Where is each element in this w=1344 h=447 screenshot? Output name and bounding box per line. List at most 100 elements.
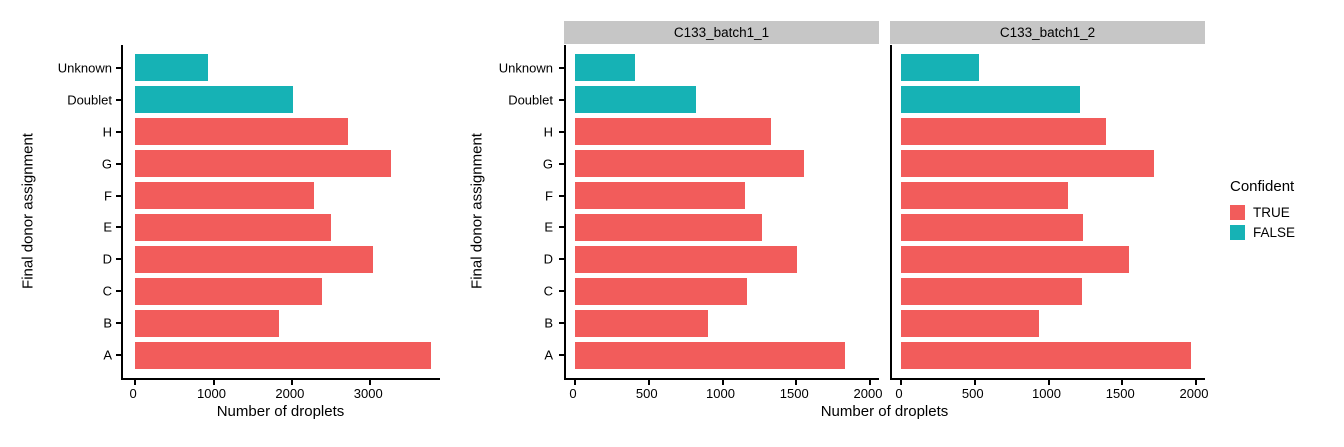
left-panel: 0 1000 2000 3000 bbox=[116, 45, 440, 402]
bar-Unknown bbox=[135, 54, 209, 82]
x-tick bbox=[721, 380, 724, 385]
y-tick bbox=[559, 258, 564, 261]
y-tick bbox=[116, 226, 121, 229]
bar-D bbox=[574, 245, 797, 273]
y-tick bbox=[559, 322, 564, 325]
plot-area bbox=[890, 45, 1205, 385]
y-tick-label-F: F bbox=[104, 188, 112, 204]
x-tick bbox=[573, 380, 576, 385]
y-tick bbox=[116, 290, 121, 293]
y-tick bbox=[559, 290, 564, 293]
bar-C bbox=[135, 277, 323, 305]
legend-label-true: TRUE bbox=[1253, 205, 1290, 220]
y-tick-label-Doublet: Doublet bbox=[508, 92, 553, 108]
bar-D bbox=[900, 245, 1129, 273]
y-tick-label-D: D bbox=[102, 251, 112, 267]
facet-strip-1: C133_batch1_1 bbox=[564, 21, 879, 44]
right-x-axis-title: Number of droplets bbox=[820, 403, 949, 420]
y-tick bbox=[116, 66, 121, 69]
y-tick bbox=[116, 98, 121, 101]
bar-H bbox=[900, 118, 1106, 146]
y-tick-label-H: H bbox=[543, 124, 553, 140]
left-x-axis-title: Number of droplets bbox=[216, 403, 345, 420]
y-tick bbox=[116, 354, 121, 357]
x-tick-label: 500 bbox=[635, 386, 658, 401]
x-tick-label: 1500 bbox=[1105, 386, 1135, 401]
bar-Unknown bbox=[574, 54, 635, 82]
bar-F bbox=[135, 182, 314, 210]
y-tick bbox=[559, 226, 564, 229]
x-tick-label: 1000 bbox=[1032, 386, 1061, 401]
bar-B bbox=[574, 309, 709, 337]
x-tick bbox=[369, 380, 372, 385]
x-tick-label: 0 bbox=[895, 386, 903, 401]
bar-Doublet bbox=[574, 86, 696, 114]
bar-B bbox=[900, 309, 1039, 337]
y-tick-label-F: F bbox=[545, 188, 553, 204]
y-tick-label-C: C bbox=[543, 283, 553, 299]
bar-A bbox=[574, 341, 845, 369]
y-tick bbox=[116, 194, 121, 197]
x-axis-labels: 0 1000 2000 3000 bbox=[121, 386, 440, 402]
legend-swatch-false bbox=[1230, 225, 1245, 240]
bar-C bbox=[900, 277, 1083, 305]
facet-strip-1-label: C133_batch1_1 bbox=[673, 25, 770, 40]
y-tick-label-C: C bbox=[102, 283, 112, 299]
bar-F bbox=[574, 182, 745, 210]
x-tick-label: 3000 bbox=[353, 386, 383, 401]
bar-Doublet bbox=[900, 86, 1081, 114]
bar-A bbox=[135, 341, 432, 369]
legend-item-true: TRUE bbox=[1230, 205, 1295, 220]
bar-C bbox=[574, 277, 747, 305]
y-tick-label-Doublet: Doublet bbox=[67, 92, 112, 108]
x-tick-label: 1500 bbox=[779, 386, 809, 401]
bar-H bbox=[574, 118, 772, 146]
facet-panel-2: 0 500 1000 1500 2000 bbox=[890, 45, 1208, 402]
y-tick-label-E: E bbox=[544, 219, 553, 235]
y-tick bbox=[559, 162, 564, 165]
x-tick bbox=[647, 380, 650, 385]
bar-G bbox=[574, 150, 805, 178]
x-tick-label: 2000 bbox=[275, 386, 305, 401]
x-tick-label: 500 bbox=[961, 386, 984, 401]
y-tick-label-G: G bbox=[101, 156, 112, 172]
x-tick-label: 2000 bbox=[1179, 386, 1209, 401]
bar-Unknown bbox=[900, 54, 980, 82]
y-tick-label-Unknown: Unknown bbox=[57, 60, 112, 76]
y-tick-label-G: G bbox=[542, 156, 553, 172]
x-tick bbox=[1121, 380, 1124, 385]
y-tick-label-Unknown: Unknown bbox=[498, 60, 553, 76]
x-tick bbox=[290, 380, 293, 385]
facet-strip-2: C133_batch1_2 bbox=[890, 21, 1205, 44]
bar-F bbox=[900, 182, 1068, 210]
x-tick bbox=[973, 380, 976, 385]
y-tick bbox=[116, 162, 121, 165]
y-tick-label-A: A bbox=[103, 347, 112, 363]
y-tick bbox=[116, 258, 121, 261]
left-y-axis-labels: Unknown Doublet H G F E D C B A bbox=[0, 45, 112, 378]
legend: Confident TRUE FALSE bbox=[1230, 178, 1295, 245]
x-tick-label: 0 bbox=[129, 386, 137, 401]
y-tick-label-A: A bbox=[544, 347, 553, 363]
y-tick-label-B: B bbox=[103, 315, 112, 331]
plot-area bbox=[116, 45, 440, 385]
x-tick bbox=[134, 380, 137, 385]
legend-label-false: FALSE bbox=[1253, 225, 1296, 240]
y-tick bbox=[559, 98, 564, 101]
legend-swatch-true bbox=[1230, 205, 1245, 220]
y-tick bbox=[559, 130, 564, 133]
y-tick bbox=[559, 194, 564, 197]
plot-area bbox=[559, 45, 879, 385]
x-tick bbox=[1195, 380, 1197, 385]
y-tick-label-D: D bbox=[543, 251, 553, 267]
x-tick bbox=[869, 380, 871, 385]
right-y-axis-labels: Unknown Doublet H G F E D C B A bbox=[440, 45, 553, 378]
y-tick-label-E: E bbox=[103, 219, 112, 235]
bar-G bbox=[900, 150, 1154, 178]
bar-H bbox=[135, 118, 348, 146]
x-tick bbox=[795, 380, 798, 385]
legend-title: Confident bbox=[1230, 178, 1295, 195]
x-tick bbox=[212, 380, 215, 385]
x-tick-label: 1000 bbox=[197, 386, 226, 401]
bar-D bbox=[135, 245, 374, 273]
